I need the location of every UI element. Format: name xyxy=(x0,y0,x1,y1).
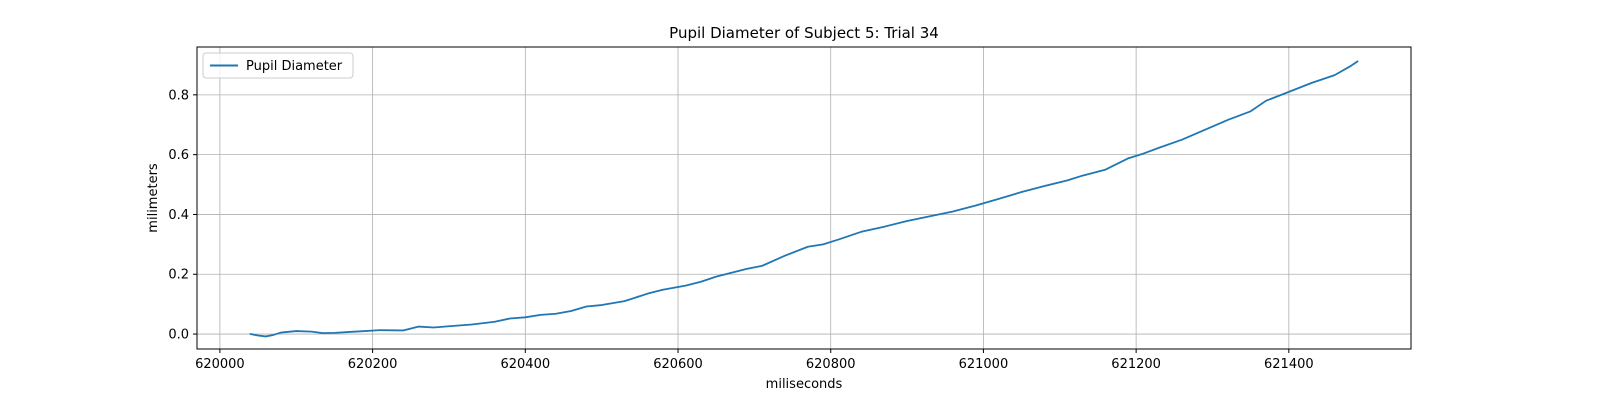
x-tick-label: 620800 xyxy=(806,357,856,372)
x-tick-label: 620400 xyxy=(500,357,550,372)
chart-title: Pupil Diameter of Subject 5: Trial 34 xyxy=(669,24,939,42)
y-tick-label: 0.2 xyxy=(168,268,189,283)
legend-box xyxy=(202,52,354,79)
plot-frame xyxy=(196,46,1412,350)
x-tick-label: 621200 xyxy=(1111,357,1161,372)
y-tick-label: 0.6 xyxy=(168,148,189,163)
series-layer xyxy=(249,60,1359,338)
x-tick-label: 621400 xyxy=(1264,357,1314,372)
grid-lines xyxy=(197,47,1411,349)
series-line-pupil-diameter xyxy=(249,60,1359,338)
ticks: 620000 620200 620400 620600 620800 621000 6212… xyxy=(168,88,1313,372)
x-tick-label: 621000 xyxy=(959,357,1009,372)
x-tick-label: 620200 xyxy=(348,357,398,372)
y-axis-label: milimeters xyxy=(146,163,161,233)
x-tick-label: 620000 xyxy=(195,357,245,372)
x-axis-label: miliseconds xyxy=(766,377,843,392)
x-tick-label: 620600 xyxy=(653,357,703,372)
legend-label: Pupil Diameter xyxy=(246,59,343,74)
y-tick-label: 0.8 xyxy=(168,88,189,103)
legend: Pupil Diameter xyxy=(202,52,354,79)
y-tick-label: 0.0 xyxy=(168,328,189,343)
y-tick-label: 0.4 xyxy=(168,208,189,223)
